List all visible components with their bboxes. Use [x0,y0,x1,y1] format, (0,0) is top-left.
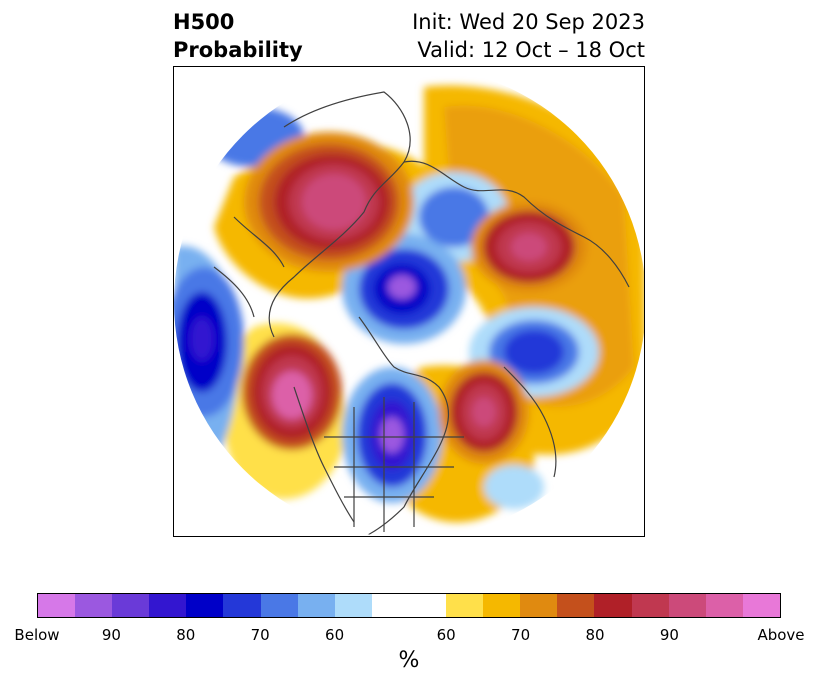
colorbar-swatch [371,594,447,617]
colorbar-swatch [520,594,558,617]
colorbar-tick-label: 80 [585,626,605,644]
colorbar-swatch [38,594,76,617]
colorbar-swatch [742,594,780,617]
colorbar [37,593,781,618]
colorbar-swatch [483,594,521,617]
colorbar-swatch [297,594,335,617]
colorbar-swatch [112,594,150,617]
colorbar-swatch [75,594,113,617]
colorbar-tick-label: 70 [511,626,531,644]
colorbar-swatch [705,594,743,617]
title-h500: H500 [173,10,235,34]
colorbar-swatch [149,594,187,617]
colorbar-tick-label: Above [757,626,805,644]
colorbar-swatch [260,594,298,617]
colorbar-tick-label: 80 [176,626,196,644]
map-panel [173,66,645,537]
colorbar-tick-label: 60 [325,626,345,644]
colorbar-swatch [668,594,706,617]
init-date: Init: Wed 20 Sep 2023 [412,10,645,34]
colorbar-swatch [594,594,632,617]
map-dates: Init: Wed 20 Sep 2023 Valid: 12 Oct – 18… [412,8,645,64]
colorbar-tick-label: Below [14,626,60,644]
colorbar-swatch [186,594,224,617]
colorbar-unit: % [398,648,420,673]
colorbar-swatch [446,594,484,617]
probability-map [174,67,644,536]
colorbar-swatch [334,594,372,617]
colorbar-tick-label: 60 [436,626,456,644]
map-title: H500 Probability [173,8,303,64]
colorbar-swatch [557,594,595,617]
colorbar-tick-label: 70 [250,626,270,644]
colorbar-swatch [223,594,261,617]
below-atlantic-sw [484,465,544,509]
colorbar-swatch [631,594,669,617]
title-probability: Probability [173,38,303,62]
valid-dates: Valid: 12 Oct – 18 Oct [417,38,645,62]
colorbar-tick-label: 90 [659,626,679,644]
colorbar-tick-label: 90 [101,626,121,644]
